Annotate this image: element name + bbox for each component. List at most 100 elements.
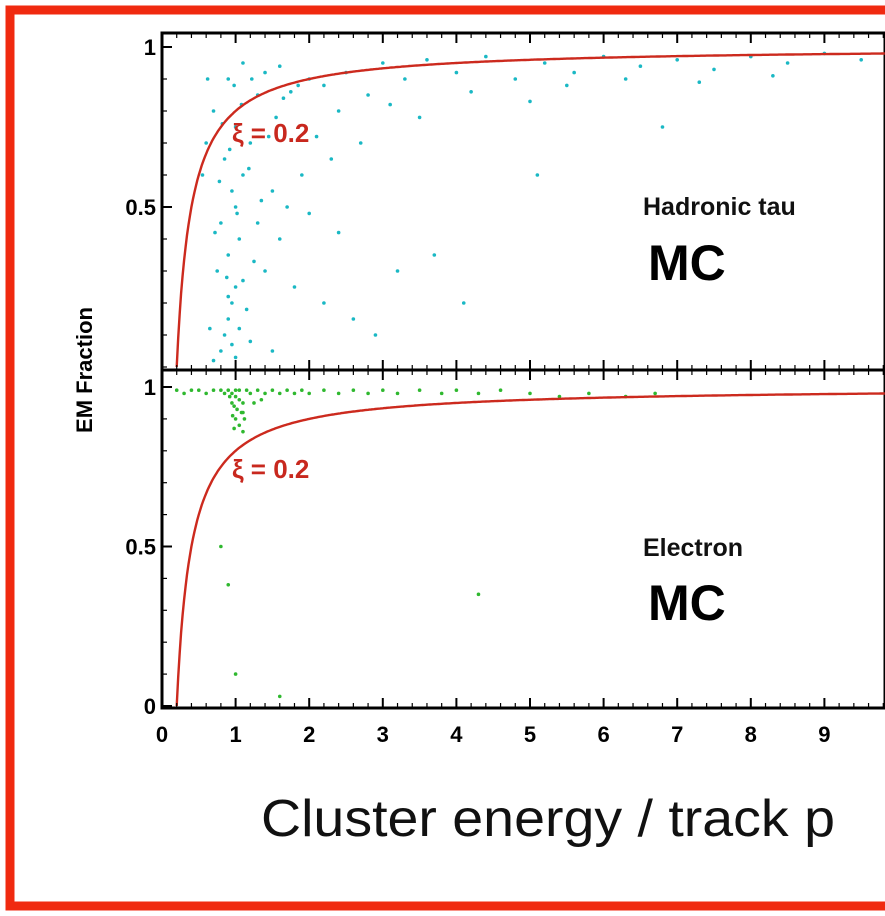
tau-data-point [204,141,208,145]
electron-data-point [300,388,304,392]
tau-data-point [623,77,628,81]
tau-data-point [247,166,251,171]
tau-xi-label: ξ = 0.2 [232,118,309,148]
tau-data-point [403,77,407,81]
electron-xi-curve [175,392,885,707]
tau-data-point [211,358,216,363]
electron-data-point [351,388,356,392]
tau-data-point [535,173,540,177]
tau-data-point [417,115,422,120]
electron-data-point [587,391,591,396]
electron-data-point [233,394,238,399]
tau-data-point [675,58,679,62]
tau-data-point [542,61,547,65]
electron-data-point [336,391,341,396]
y-axis-label: EM Fraction [72,307,97,433]
tau-data-point [322,83,326,88]
tau-data-point [859,58,863,62]
x-axis-label: Cluster energy / track p [261,790,835,848]
electron-data-point [204,391,208,396]
electron-data-point [237,397,242,402]
xtick-label: 5 [524,722,536,747]
tau-data-point [484,54,488,59]
tau-data-point [274,115,278,120]
electron-data-point [230,391,234,396]
xtick-label: 0 [156,722,168,747]
tau-data-point [461,301,466,305]
tau-data-point [232,83,236,88]
tau-panel-title: Hadronic tau [643,193,796,221]
electron-data-point [259,397,264,402]
electron-data-point [237,423,242,428]
tau-data-point [259,198,264,203]
electron-data-point [232,404,236,408]
tau-data-point [224,275,229,280]
xtick-label: 6 [597,722,609,747]
electron-data-point [226,388,231,392]
tau-data-point [249,77,254,81]
tau-data-point [241,173,245,177]
tau-data-point [277,64,282,68]
tau-data-point [289,90,293,94]
electron-data-point [439,391,444,396]
tau-data-point [230,342,234,347]
tau-data-point [235,211,239,216]
electron-data-point [227,394,232,399]
tau-panel: 0.5 1 ξ = 0.2 Hadronic tau MC [125,31,885,372]
tau-data-point [307,211,312,216]
xtick-label: 8 [745,722,757,747]
electron-data-point [233,388,238,392]
tau-data-point [248,339,253,344]
xtick-label: 3 [377,722,389,747]
tau-data-point [513,77,518,81]
tau-data-point [237,237,242,241]
electron-data-point [241,429,245,434]
tau-data-point [277,237,282,241]
figure-border [5,5,885,911]
electron-mc-label: MC [648,575,726,631]
tau-data-point [233,285,238,289]
tau-data-point [222,157,227,161]
tau-data-point [336,109,341,113]
tau-data-point [336,230,341,235]
electron-data-point [366,391,370,396]
tau-data-point [226,317,231,321]
electron-data-point [230,413,235,418]
xtick-label: 9 [818,722,830,747]
tau-data-point [660,125,665,129]
electron-data-point [528,391,532,396]
tau-data-point [266,134,271,139]
tau-data-point [432,253,437,257]
tau-data-point [208,326,212,331]
tau-data-point [233,205,238,209]
tau-data-point [771,74,775,78]
tau-data-point [388,102,392,107]
tau-data-point [270,189,275,193]
electron-data-point [237,388,242,392]
electron-data-point [235,407,239,412]
tau-data-point [322,301,326,305]
electron-yticks: 00.51 [125,370,884,719]
electron-panel-title: Electron [643,534,743,562]
electron-xi-label: ξ = 0.2 [232,454,309,484]
electron-data-point [292,391,297,396]
tau-data-point [233,125,238,129]
electron-data-point [476,391,481,396]
tau-data-point [358,141,363,145]
electron-data-point [263,391,267,396]
tau-data-point [219,221,223,225]
tau-data-point [263,70,267,75]
electron-data-point [653,391,657,396]
tau-data-point [233,355,238,360]
tau-data-point [425,58,429,62]
electron-data-point [381,388,385,392]
electron-data-point [255,388,260,392]
tau-data-point [285,205,289,209]
tau-data-point [281,96,286,100]
tau-data-point [395,269,400,273]
electron-ytick-label: 0.5 [125,535,156,560]
tau-data-point [211,109,216,113]
x-axis-ticks: 01234567891 [156,722,831,747]
tau-data-point [565,83,569,88]
